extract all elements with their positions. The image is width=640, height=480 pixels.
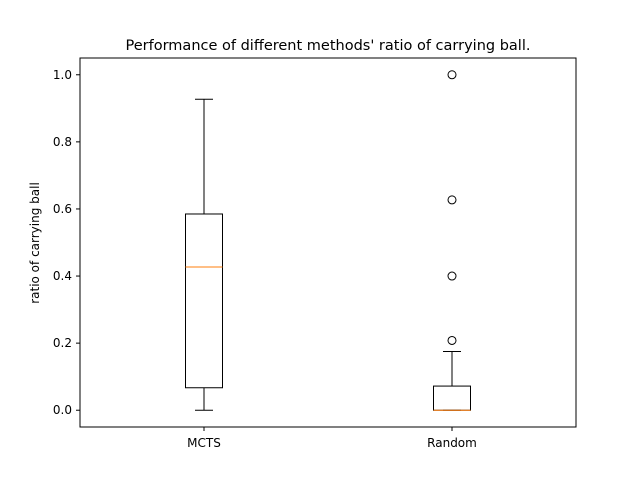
- x-tick-label: MCTS: [187, 436, 221, 450]
- y-tick-label: 0.2: [53, 336, 72, 350]
- box-iqr: [185, 213, 223, 389]
- y-axis-label: ratio of carrying ball: [28, 182, 42, 304]
- box-iqr: [433, 385, 471, 411]
- chart-title: Performance of different methods' ratio …: [126, 38, 531, 54]
- outlier-point: [447, 195, 457, 205]
- y-tick-label: 0.6: [53, 202, 72, 216]
- y-tick-label: 0.8: [53, 135, 72, 149]
- outlier-point: [447, 70, 457, 80]
- y-tick-label: 0.4: [53, 269, 72, 283]
- y-tick-label: 1.0: [53, 68, 72, 82]
- plot-area: 0.0 0.2 0.4 0.6 0.8 1.0 MCTS Random: [53, 68, 477, 450]
- y-tick-label: 0.0: [53, 403, 72, 417]
- x-tick-label: Random: [427, 436, 477, 450]
- outlier-point: [447, 271, 457, 281]
- outlier-point: [447, 335, 457, 345]
- axes-frame: [79, 57, 577, 428]
